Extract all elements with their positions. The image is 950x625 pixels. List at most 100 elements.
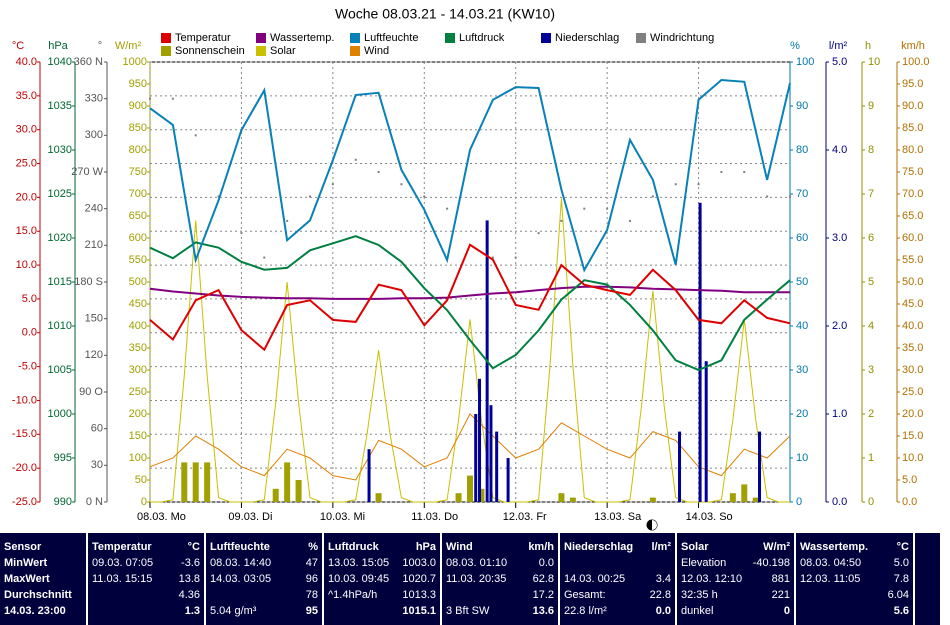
table-row: 1.3 [92,605,200,620]
cell-value: 78 [305,589,318,601]
y-tick-label: 60.0 [902,232,923,244]
table-header: Solar W/m² [681,541,790,556]
cell-time: 22.8 l/m² [564,605,607,617]
table-column: Solar W/m² Elevation -40.198 12.03. 12:10 881… [677,533,794,625]
y-tick-label: 400 [129,320,147,332]
cell-value: -3.6 [181,557,200,569]
cell-value: 1020.7 [402,573,436,585]
y-tick-label: 15.0 [902,430,923,442]
y-tick-label: 180 S [74,276,103,288]
y-tick-label: 90 [796,100,808,112]
y-tick-label: 200 [129,408,147,420]
legend-swatch [445,33,455,43]
row-label: Durchschnitt [4,589,72,601]
cell-value: 13.6 [532,605,554,617]
cell-time: 12.03. 11:05 [800,573,861,585]
column-unit: km/h [528,541,554,553]
cell-value: 0 [783,605,790,617]
cell-value: 1003.0 [402,557,436,569]
cell-time: 3 Bft SW [446,605,490,617]
dot [309,195,311,198]
cell-value: 17.2 [532,589,554,601]
y-tick-label: 360 N [74,56,103,68]
cell-value: 13.8 [178,573,200,585]
legend-label: Temperatur [175,32,231,44]
y-tick-label: 240 [85,203,103,215]
y-tick-label: 75.0 [902,166,923,178]
dot [491,256,494,259]
dot [743,171,746,173]
table-column: Wind km/h 08.03. 01:10 0.0 11.03. 20:35 62.8 1… [442,533,558,625]
table-row: 14.03. 23:00 [4,605,82,620]
cell-time: 14.03. 00:25 [564,573,626,585]
bar [752,497,759,502]
dot [629,219,631,222]
y-tick-label: 1020 [48,232,72,244]
series-line [150,198,790,503]
bar [181,462,188,502]
table-row: 11.03. 15:15 13.8 [92,573,200,588]
table-header: Sensor [4,541,82,556]
y-tick-label: -10.0 [12,394,37,406]
bar [467,475,473,502]
cell-time: dunkel [681,605,714,617]
y-tick-label: 30 [91,459,103,471]
legend-label: Niederschlag [555,32,619,44]
y-tick-label: 1.0 [832,408,847,420]
legend-label: Windrichtung [650,32,714,44]
bar [758,431,762,502]
cell-time: 08.03. 01:10 [446,557,508,569]
y-tick-label: 0.0 [832,496,847,508]
y-tick-label: 35.0 [16,90,37,102]
y-tick-label: 50 [796,276,808,288]
y-tick-label: -5.0 [18,361,37,373]
y-tick-label: 3 [868,364,874,376]
y-tick-label: 9 [868,100,874,112]
y-tick-label: 150 [85,313,103,325]
table-row: 1015.1 [328,605,436,620]
dot [240,232,243,235]
y-tick-label: 2 [868,408,874,420]
table-row: 08.03. 01:10 0.0 [446,557,554,572]
bar [558,493,565,502]
y-tick-label: 60 [796,232,808,244]
cell-value: 5.0 [893,557,909,569]
dot [354,158,357,161]
bar [204,462,211,502]
bar [678,431,682,502]
y-tick-label: 1040 [48,56,72,68]
y-tick-label: 95.0 [902,78,923,90]
cell-value: 6.04 [887,589,909,601]
y-tick-label: 5 [868,276,874,288]
y-tick-label: 800 [129,144,147,156]
table-column: Niederschlag l/m² 14.03. 00:25 3.4 Gesamt: 22… [560,533,675,625]
dot [674,183,677,186]
y-tick-label: 950 [129,78,147,90]
y-tick-label: 120 [85,349,103,361]
row-label: MinWert [4,557,48,569]
column-unit: hPa [415,541,436,553]
y-tick-label: 1015 [48,276,72,288]
bar [729,493,736,502]
x-tick-label: 13.03. Sa [594,511,642,523]
column-header: Luftfeuchte [210,541,270,553]
dot [766,195,769,198]
y-tick-label: 40.0 [902,320,923,332]
y-tick-label: 100 [129,452,147,464]
dot [514,256,517,259]
y-tick-label: 40.0 [16,56,37,68]
table-column: Luftdruck hPa 13.03. 15:05 1003.0 10.03. 09:… [324,533,440,625]
y-tick-label: 0 [796,496,802,508]
x-tick-label: 08.03. Mo [137,511,186,523]
chart-title: Woche 08.03.21 - 14.03.21 (KW10) [335,6,555,22]
cell-time: 08.03. 14:40 [210,557,272,569]
row-label: 14.03. 23:00 [4,605,66,617]
row-label: MaxWert [4,573,50,585]
plot-frame [149,61,791,503]
dot [171,97,174,100]
table-header: Wassertemp. °C [800,541,909,556]
y-tick-label: 10.0 [16,259,37,271]
y-tick-label: 45.0 [902,298,923,310]
x-tick-label: 09.03. Di [228,511,272,523]
